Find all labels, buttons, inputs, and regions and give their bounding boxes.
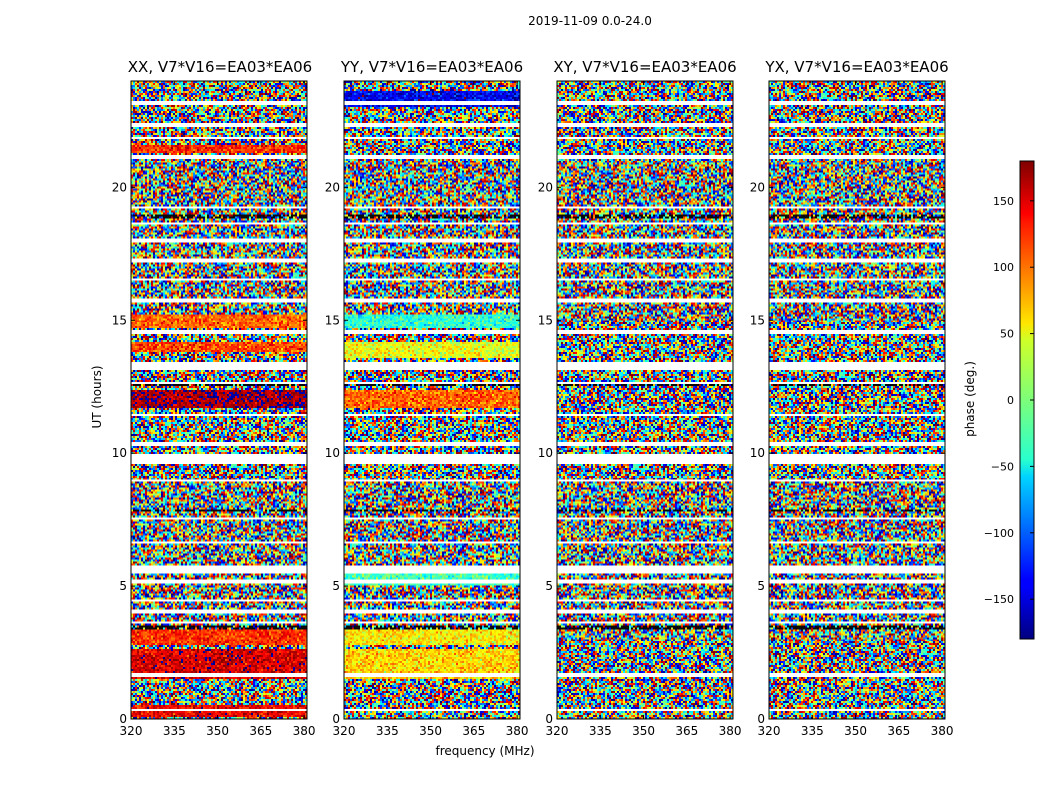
x-tick-label: 365 <box>675 724 698 738</box>
colorbar-label: phase (deg.) <box>963 361 977 437</box>
phase-panel-yy: 320 335 350 365 380 0 5 10 15 20 <box>325 80 529 738</box>
y-tick-label: 20 <box>538 180 553 194</box>
x-tick-label: 365 <box>462 724 485 738</box>
x-tick-label: 350 <box>206 724 229 738</box>
y-tick-label: 15 <box>538 313 553 327</box>
y-tick-label: 0 <box>545 712 553 726</box>
y-tick-label: 5 <box>332 579 340 593</box>
phase-panel-yx: 320 335 350 365 380 0 5 10 15 20 <box>750 80 954 738</box>
colorbar-tick-label: −100 <box>984 527 1014 540</box>
phase-heatmap-image <box>131 81 307 719</box>
y-tick-label: 5 <box>757 579 765 593</box>
phase-heatmap-image <box>557 81 733 719</box>
x-tick-label: 335 <box>163 724 186 738</box>
y-tick-label: 10 <box>538 446 553 460</box>
x-tick-label: 350 <box>632 724 655 738</box>
colorbar-tick-label: −150 <box>984 593 1014 606</box>
y-tick-label: 0 <box>757 712 765 726</box>
panel-frame <box>768 80 946 720</box>
phase-panel-xy: 320 335 350 365 380 0 5 10 15 20 <box>538 80 742 738</box>
x-tick-label: 380 <box>719 724 742 738</box>
figure-title: 2019-11-09 0.0-24.0 <box>528 14 652 28</box>
x-tick-label: 335 <box>589 724 612 738</box>
y-tick-label: 15 <box>325 313 340 327</box>
x-axis-label: frequency (MHz) <box>435 744 535 758</box>
y-axis-label: UT (hours) <box>90 365 104 429</box>
y-tick-label: 5 <box>545 579 553 593</box>
phase-panel-xx: 320 335 350 365 380 0 5 10 15 20 <box>112 80 316 738</box>
x-tick-label: 320 <box>758 724 781 738</box>
colorbar-tick-label: 50 <box>1000 328 1014 341</box>
colorbar-tick-label: 150 <box>993 195 1014 208</box>
x-tick-label: 335 <box>801 724 824 738</box>
x-tick-label: 350 <box>844 724 867 738</box>
y-tick-label: 20 <box>750 180 765 194</box>
x-tick-label: 320 <box>120 724 143 738</box>
y-tick-label: 10 <box>325 446 340 460</box>
x-tick-label: 320 <box>546 724 569 738</box>
panel-frame <box>343 80 521 720</box>
panel-frame <box>556 80 734 720</box>
x-tick-label: 380 <box>293 724 316 738</box>
colorbar-tick-label: 0 <box>1007 394 1014 407</box>
y-tick-label: 0 <box>332 712 340 726</box>
phase-heatmap-image <box>769 81 945 719</box>
panel-title-yy: YY, V7*V16=EA03*EA06 <box>340 58 524 76</box>
y-tick-label: 15 <box>112 313 127 327</box>
panel-frame <box>130 80 308 720</box>
x-tick-label: 350 <box>419 724 442 738</box>
colorbar-tick-label: 100 <box>993 261 1014 274</box>
x-tick-label: 380 <box>506 724 529 738</box>
y-tick-label: 15 <box>750 313 765 327</box>
phase-heatmap-image <box>344 81 520 719</box>
y-tick-label: 20 <box>325 180 340 194</box>
y-tick-label: 0 <box>119 712 127 726</box>
panel-title-xy: XY, V7*V16=EA03*EA06 <box>553 58 737 76</box>
y-tick-label: 5 <box>119 579 127 593</box>
x-tick-label: 365 <box>887 724 910 738</box>
x-tick-label: 365 <box>249 724 272 738</box>
y-tick-label: 10 <box>112 446 127 460</box>
panel-title-yx: YX, V7*V16=EA03*EA06 <box>765 58 949 76</box>
colorbar: −150 −100 −50 0 50 100 150 <box>984 160 1035 640</box>
colorbar-tick-label: −50 <box>991 460 1014 473</box>
y-tick-label: 10 <box>750 446 765 460</box>
x-tick-label: 335 <box>376 724 399 738</box>
panel-title-xx: XX, V7*V16=EA03*EA06 <box>127 58 313 76</box>
x-tick-label: 380 <box>931 724 954 738</box>
x-tick-label: 320 <box>333 724 356 738</box>
y-tick-label: 20 <box>112 180 127 194</box>
